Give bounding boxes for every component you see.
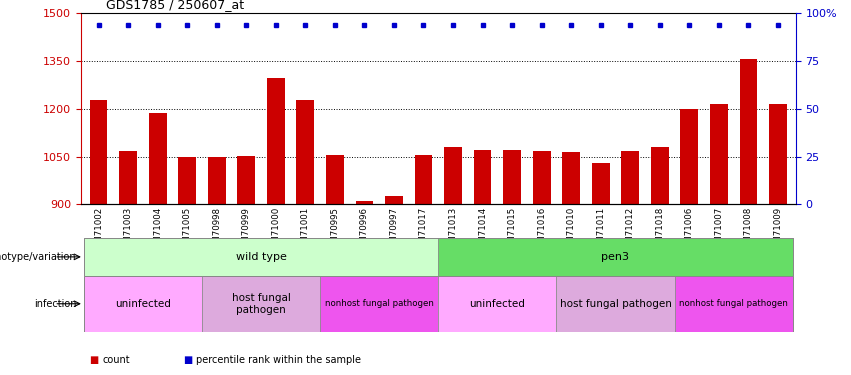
- Text: genotype/variation: genotype/variation: [0, 252, 77, 262]
- Text: GDS1785 / 250607_at: GDS1785 / 250607_at: [106, 0, 244, 11]
- Text: nonhost fungal pathogen: nonhost fungal pathogen: [325, 299, 434, 308]
- Text: host fungal pathogen: host fungal pathogen: [560, 299, 671, 309]
- Bar: [119, 151, 137, 204]
- Text: wild type: wild type: [236, 252, 287, 262]
- Bar: [237, 156, 255, 204]
- Bar: [438, 238, 793, 276]
- Bar: [503, 150, 521, 204]
- Text: infection: infection: [34, 299, 77, 309]
- Text: uninfected: uninfected: [470, 299, 525, 309]
- Bar: [710, 104, 728, 204]
- Text: uninfected: uninfected: [115, 299, 171, 309]
- Text: ■: ■: [183, 355, 192, 365]
- Bar: [208, 157, 226, 204]
- Bar: [591, 163, 609, 204]
- Text: ■: ■: [89, 355, 99, 365]
- Bar: [83, 276, 202, 332]
- Bar: [326, 155, 344, 204]
- Text: percentile rank within the sample: percentile rank within the sample: [196, 355, 361, 365]
- Bar: [651, 147, 669, 204]
- Bar: [474, 150, 491, 204]
- Bar: [296, 100, 314, 204]
- Bar: [621, 151, 639, 204]
- Bar: [675, 276, 793, 332]
- Bar: [149, 112, 167, 204]
- Bar: [557, 276, 675, 332]
- Bar: [681, 109, 698, 204]
- Text: pen3: pen3: [602, 252, 630, 262]
- Bar: [438, 276, 557, 332]
- Bar: [320, 276, 438, 332]
- Bar: [89, 100, 107, 204]
- Bar: [444, 147, 462, 204]
- Bar: [740, 59, 757, 204]
- Bar: [533, 151, 551, 204]
- Text: nonhost fungal pathogen: nonhost fungal pathogen: [679, 299, 788, 308]
- Bar: [769, 104, 787, 204]
- Text: host fungal
pathogen: host fungal pathogen: [231, 293, 290, 315]
- Bar: [386, 196, 403, 204]
- Bar: [414, 155, 432, 204]
- Text: count: count: [102, 355, 129, 365]
- Bar: [179, 157, 196, 204]
- Bar: [563, 152, 580, 204]
- Bar: [83, 238, 438, 276]
- Bar: [356, 201, 374, 204]
- Bar: [267, 78, 285, 204]
- Bar: [202, 276, 320, 332]
